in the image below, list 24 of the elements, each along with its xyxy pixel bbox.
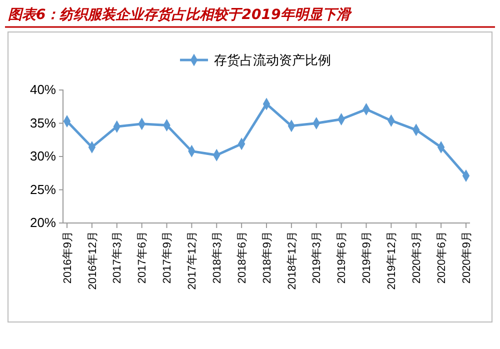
- x-tick-label: 2016年9月: [62, 231, 74, 284]
- chart-title: 图表6：纺织服装企业存货占比相较于2019年明显下滑: [8, 6, 353, 23]
- x-tick-label: 2017年3月: [112, 231, 124, 284]
- x-tick-label: 2016年12月: [86, 231, 99, 290]
- y-tick-label: 20%: [30, 215, 56, 230]
- legend-label: 存货占流动资产比例: [214, 52, 331, 69]
- x-tick-label: 2018年3月: [211, 231, 224, 284]
- x-tick-label: 2017年12月: [186, 231, 199, 290]
- x-tick-label: 2017年9月: [162, 231, 174, 284]
- x-tick-label: 2019年12月: [386, 231, 398, 290]
- x-tick-label: 2018年12月: [286, 231, 298, 290]
- y-tick-label: 25%: [30, 182, 56, 197]
- y-tick-label: 35%: [30, 115, 56, 130]
- x-tick-label: 2020年6月: [436, 231, 448, 284]
- x-tick-label: 2020年3月: [410, 231, 423, 284]
- x-tick-label: 2017年6月: [136, 231, 149, 284]
- y-tick-label: 40%: [30, 82, 56, 98]
- x-tick-label: 2019年3月: [311, 231, 324, 284]
- x-tick-label: 2018年6月: [236, 231, 248, 284]
- x-tick-label: 2018年9月: [261, 231, 274, 284]
- x-tick-label: 2019年9月: [361, 231, 374, 284]
- x-tick-label: 2019年6月: [336, 231, 348, 284]
- y-tick-label: 30%: [30, 148, 56, 164]
- x-tick-label: 2020年9月: [460, 231, 473, 284]
